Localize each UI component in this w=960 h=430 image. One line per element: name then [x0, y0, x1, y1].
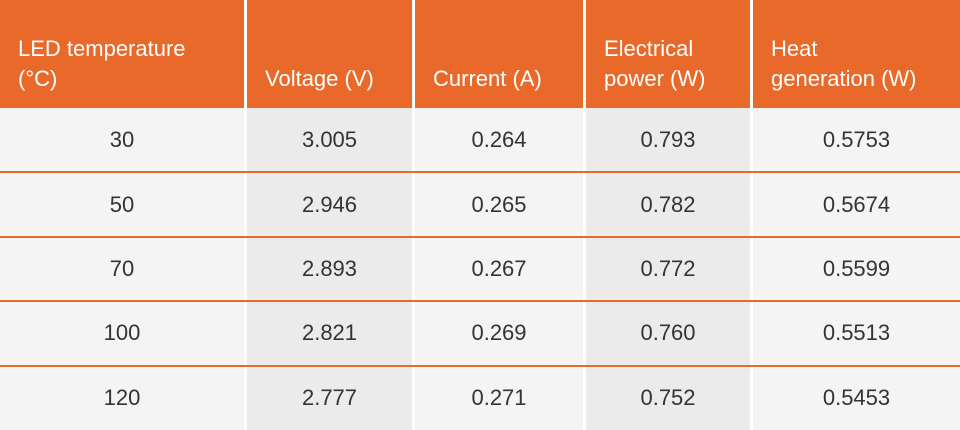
header-cell: Electrical power (W)	[586, 0, 750, 108]
table-cell: 0.267	[415, 236, 583, 302]
table-cell: 0.5753	[753, 108, 960, 173]
header-text: Heat	[771, 36, 818, 61]
table-cell: 0.271	[415, 365, 583, 430]
header-text: Current (A)	[433, 66, 542, 91]
table-cell: 0.760	[586, 301, 750, 366]
table-cell: 2.946	[247, 172, 412, 237]
table-cell: 0.269	[415, 301, 583, 366]
row-separator	[0, 300, 960, 303]
row-separator	[0, 364, 960, 367]
table-cell: 3.005	[247, 108, 412, 173]
table-cell: 70	[0, 236, 244, 302]
table-cell: 0.5513	[753, 301, 960, 366]
table-cell: 0.265	[415, 172, 583, 237]
header-text: power (W)	[604, 66, 706, 91]
table-cell: 0.772	[586, 236, 750, 302]
table-cell: 0.264	[415, 108, 583, 173]
table-cell: 0.5599	[753, 236, 960, 302]
header-cell: Heat generation (W)	[753, 0, 960, 108]
row-separator	[0, 235, 960, 238]
table-cell: 2.777	[247, 365, 412, 430]
table-cell: 120	[0, 365, 244, 430]
table-cell: 30	[0, 108, 244, 173]
table-cell: 50	[0, 172, 244, 237]
header-text: Electrical	[604, 36, 694, 61]
table-cell: 100	[0, 301, 244, 366]
header-text: Voltage (V)	[265, 66, 374, 91]
header-text: (°C)	[18, 66, 58, 91]
table-cell: 0.5453	[753, 365, 960, 430]
table-cell: 2.821	[247, 301, 412, 366]
table-cell: 0.5674	[753, 172, 960, 237]
header-cell: Current (A)	[415, 0, 583, 108]
header-cell: LED temperature (°C)	[0, 0, 244, 108]
table-cell: 0.782	[586, 172, 750, 237]
table-cell: 0.793	[586, 108, 750, 173]
header-text: generation (W)	[771, 66, 917, 91]
header-text: LED temperature	[18, 36, 186, 61]
table-cell: 0.752	[586, 365, 750, 430]
table-cell: 2.893	[247, 236, 412, 302]
row-separator	[0, 171, 960, 174]
header-cell: Voltage (V)	[247, 0, 412, 108]
